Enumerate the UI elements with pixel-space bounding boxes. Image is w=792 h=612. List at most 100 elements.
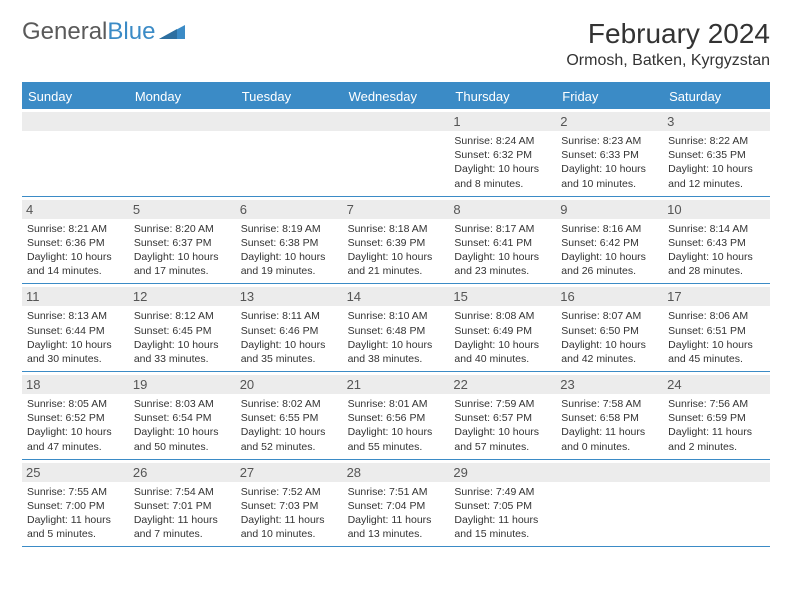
calendar-week: 4Sunrise: 8:21 AMSunset: 6:36 PMDaylight…	[22, 197, 770, 285]
calendar-week: 1 Sunrise: 8:24 AMSunset: 6:32 PMDaylight…	[22, 109, 770, 197]
calendar-cell: 16 Sunrise: 8:07 AMSunset: 6:50 PMDayligh…	[556, 284, 663, 371]
day-header-row: SundayMondayTuesdayWednesdayThursdayFrid…	[22, 84, 770, 109]
location-text: Ormosh, Batken, Kyrgyzstan	[566, 52, 770, 70]
day-number: 27	[236, 463, 343, 482]
day-number: 17	[663, 287, 770, 306]
calendar-cell: 18 Sunrise: 8:05 AMSunset: 6:52 PMDayligh…	[22, 372, 129, 459]
day-details: Sunrise: 8:12 AMSunset: 6:45 PMDaylight:…	[134, 309, 231, 366]
day-details: Sunrise: 8:07 AMSunset: 6:50 PMDaylight:…	[561, 309, 658, 366]
calendar-cell	[22, 109, 129, 196]
calendar-cell: 17 Sunrise: 8:06 AMSunset: 6:51 PMDayligh…	[663, 284, 770, 371]
day-number: 2	[556, 112, 663, 131]
calendar-week: 11 Sunrise: 8:13 AMSunset: 6:44 PMDayligh…	[22, 284, 770, 372]
logo-triangle-icon	[159, 18, 185, 46]
calendar-cell: 12 Sunrise: 8:12 AMSunset: 6:45 PMDayligh…	[129, 284, 236, 371]
day-number: 28	[343, 463, 450, 482]
calendar-cell: 23 Sunrise: 7:58 AMSunset: 6:58 PMDayligh…	[556, 372, 663, 459]
calendar-cell: 3Sunrise: 8:22 AMSunset: 6:35 PMDaylight…	[663, 109, 770, 196]
brand-part2: Blue	[107, 18, 155, 46]
day-number: 18	[22, 375, 129, 394]
day-number: 9	[556, 200, 663, 219]
day-details: Sunrise: 8:20 AMSunset: 6:37 PMDaylight:…	[134, 222, 231, 279]
day-number	[22, 112, 129, 131]
calendar-body: 1 Sunrise: 8:24 AMSunset: 6:32 PMDaylight…	[22, 109, 770, 547]
day-details: Sunrise: 8:13 AMSunset: 6:44 PMDaylight:…	[27, 309, 124, 366]
day-number: 16	[556, 287, 663, 306]
title-block: February 2024 Ormosh, Batken, Kyrgyzstan	[566, 18, 770, 70]
day-number: 12	[129, 287, 236, 306]
day-number: 24	[663, 375, 770, 394]
brand-logo: GeneralBlue	[22, 18, 185, 46]
calendar-cell: 2Sunrise: 8:23 AMSunset: 6:33 PMDaylight…	[556, 109, 663, 196]
calendar: SundayMondayTuesdayWednesdayThursdayFrid…	[22, 82, 770, 547]
calendar-cell: 10Sunrise: 8:14 AMSunset: 6:43 PMDayligh…	[663, 197, 770, 284]
day-number: 22	[449, 375, 556, 394]
day-details: Sunrise: 7:55 AMSunset: 7:00 PMDaylight:…	[27, 485, 124, 542]
day-number: 7	[343, 200, 450, 219]
day-details: Sunrise: 8:16 AMSunset: 6:42 PMDaylight:…	[561, 222, 658, 279]
day-number	[343, 112, 450, 131]
calendar-cell: 6Sunrise: 8:19 AMSunset: 6:38 PMDaylight…	[236, 197, 343, 284]
calendar-cell: 13 Sunrise: 8:11 AMSunset: 6:46 PMDayligh…	[236, 284, 343, 371]
calendar-cell: 20Sunrise: 8:02 AMSunset: 6:55 PMDayligh…	[236, 372, 343, 459]
calendar-cell: 19Sunrise: 8:03 AMSunset: 6:54 PMDayligh…	[129, 372, 236, 459]
calendar-cell: 1 Sunrise: 8:24 AMSunset: 6:32 PMDaylight…	[449, 109, 556, 196]
day-number: 29	[449, 463, 556, 482]
calendar-week: 25Sunrise: 7:55 AMSunset: 7:00 PMDayligh…	[22, 460, 770, 548]
day-number	[236, 112, 343, 131]
calendar-cell: 21 Sunrise: 8:01 AMSunset: 6:56 PMDayligh…	[343, 372, 450, 459]
day-details: Sunrise: 8:18 AMSunset: 6:39 PMDaylight:…	[348, 222, 445, 279]
day-number: 23	[556, 375, 663, 394]
calendar-cell: 22 Sunrise: 7:59 AMSunset: 6:57 PMDayligh…	[449, 372, 556, 459]
calendar-cell: 4Sunrise: 8:21 AMSunset: 6:36 PMDaylight…	[22, 197, 129, 284]
day-header-cell: Sunday	[22, 84, 129, 109]
calendar-cell: 24 Sunrise: 7:56 AMSunset: 6:59 PMDayligh…	[663, 372, 770, 459]
day-number: 21	[343, 375, 450, 394]
calendar-cell: 11 Sunrise: 8:13 AMSunset: 6:44 PMDayligh…	[22, 284, 129, 371]
day-details: Sunrise: 7:51 AMSunset: 7:04 PMDaylight:…	[348, 485, 445, 542]
calendar-cell: 9 Sunrise: 8:16 AMSunset: 6:42 PMDaylight…	[556, 197, 663, 284]
day-number: 15	[449, 287, 556, 306]
day-details: Sunrise: 8:01 AMSunset: 6:56 PMDaylight:…	[348, 397, 445, 454]
calendar-cell	[129, 109, 236, 196]
day-number: 4	[22, 200, 129, 219]
calendar-cell: 15Sunrise: 8:08 AMSunset: 6:49 PMDayligh…	[449, 284, 556, 371]
calendar-cell: 29 Sunrise: 7:49 AMSunset: 7:05 PMDayligh…	[449, 460, 556, 547]
calendar-week: 18 Sunrise: 8:05 AMSunset: 6:52 PMDayligh…	[22, 372, 770, 460]
calendar-cell	[343, 109, 450, 196]
day-number: 6	[236, 200, 343, 219]
day-details: Sunrise: 8:06 AMSunset: 6:51 PMDaylight:…	[668, 309, 765, 366]
day-number: 11	[22, 287, 129, 306]
day-details: Sunrise: 7:59 AMSunset: 6:57 PMDaylight:…	[454, 397, 551, 454]
calendar-cell	[663, 460, 770, 547]
day-number: 26	[129, 463, 236, 482]
day-header-cell: Tuesday	[236, 84, 343, 109]
day-number	[556, 463, 663, 482]
day-details: Sunrise: 8:24 AMSunset: 6:32 PMDaylight:…	[454, 134, 551, 191]
calendar-cell: 5 Sunrise: 8:20 AMSunset: 6:37 PMDaylight…	[129, 197, 236, 284]
day-details: Sunrise: 7:49 AMSunset: 7:05 PMDaylight:…	[454, 485, 551, 542]
calendar-cell: 7 Sunrise: 8:18 AMSunset: 6:39 PMDaylight…	[343, 197, 450, 284]
calendar-cell: 8Sunrise: 8:17 AMSunset: 6:41 PMDaylight…	[449, 197, 556, 284]
day-details: Sunrise: 8:05 AMSunset: 6:52 PMDaylight:…	[27, 397, 124, 454]
day-number: 14	[343, 287, 450, 306]
day-details: Sunrise: 7:56 AMSunset: 6:59 PMDaylight:…	[668, 397, 765, 454]
day-header-cell: Wednesday	[343, 84, 450, 109]
calendar-cell	[236, 109, 343, 196]
day-details: Sunrise: 7:54 AMSunset: 7:01 PMDaylight:…	[134, 485, 231, 542]
day-number: 13	[236, 287, 343, 306]
day-details: Sunrise: 8:14 AMSunset: 6:43 PMDaylight:…	[668, 222, 765, 279]
month-title: February 2024	[566, 18, 770, 50]
calendar-cell: 25Sunrise: 7:55 AMSunset: 7:00 PMDayligh…	[22, 460, 129, 547]
day-header-cell: Monday	[129, 84, 236, 109]
day-number: 1	[449, 112, 556, 131]
day-number: 8	[449, 200, 556, 219]
day-number: 5	[129, 200, 236, 219]
day-details: Sunrise: 8:11 AMSunset: 6:46 PMDaylight:…	[241, 309, 338, 366]
day-details: Sunrise: 7:52 AMSunset: 7:03 PMDaylight:…	[241, 485, 338, 542]
day-details: Sunrise: 7:58 AMSunset: 6:58 PMDaylight:…	[561, 397, 658, 454]
day-details: Sunrise: 8:22 AMSunset: 6:35 PMDaylight:…	[668, 134, 765, 191]
day-details: Sunrise: 8:02 AMSunset: 6:55 PMDaylight:…	[241, 397, 338, 454]
brand-part1: General	[22, 18, 107, 46]
day-header-cell: Saturday	[663, 84, 770, 109]
